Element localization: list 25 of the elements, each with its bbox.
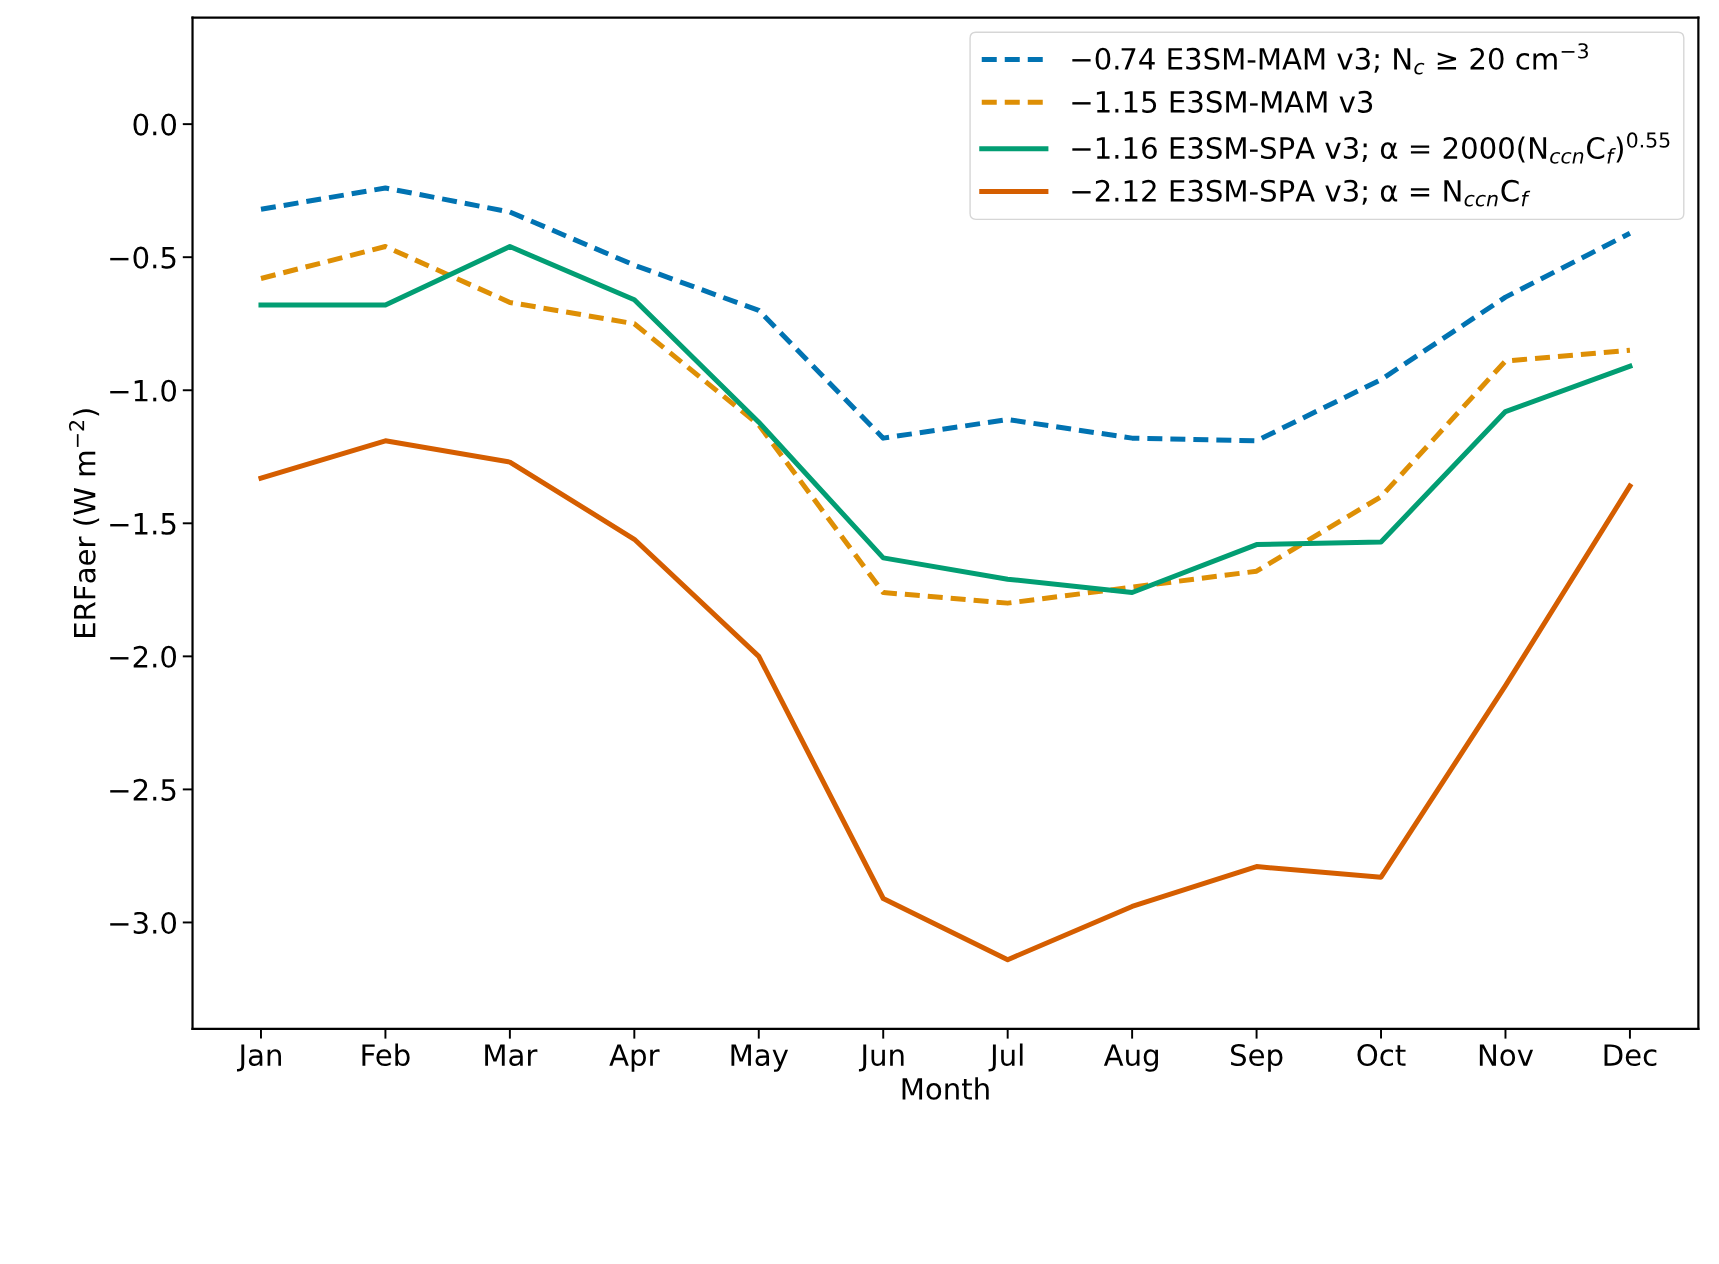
x-tick-label: Feb [362,1043,410,1067]
legend-label: −1.16 E3SM-SPA v3; α = 2000(N$_{ccn}$C$_{f}$)$^{0.55}$ [1072,132,1670,164]
y-tick-label: −2.5 [110,778,176,801]
x-tick-label: Mar [485,1044,538,1067]
x-tick-label: Sep [1231,1043,1283,1072]
y-tick-label: 0.0 [133,113,177,136]
x-tick-label: Dec [1604,1044,1657,1067]
x-tick-label: Jun [858,1044,904,1072]
x-tick-label: Oct [1357,1043,1406,1067]
y-axis-title: ERFaer (W m$^{−2}$) [68,409,100,637]
legend-label: −0.74 E3SM-MAM v3; N$_{c}$ ≥ 20 cm$^{−3}$ [1072,43,1588,75]
y-tick-label: −3.0 [110,911,177,934]
x-tick-label: Jul [988,1043,1023,1072]
y-tick-label: −0.5 [110,246,176,269]
x-axis-title: Month [902,1077,989,1100]
x-tick-label: Nov [1479,1044,1534,1067]
x-tick-label: Apr [609,1044,660,1072]
legend-label: −2.12 E3SM-SPA v3; α = N$_{ccn}$C$_{f}$ [1072,179,1531,207]
x-tick-label: Aug [1103,1044,1158,1072]
y-tick-label: −1.5 [110,513,176,535]
y-tick-label: −2.0 [110,645,177,668]
x-tick-label: Jan [236,1044,281,1072]
legend-label: −1.15 E3SM-MAM v3 [1072,90,1373,113]
y-tick-label: −1.0 [110,379,177,402]
x-tick-label: May [731,1044,789,1072]
